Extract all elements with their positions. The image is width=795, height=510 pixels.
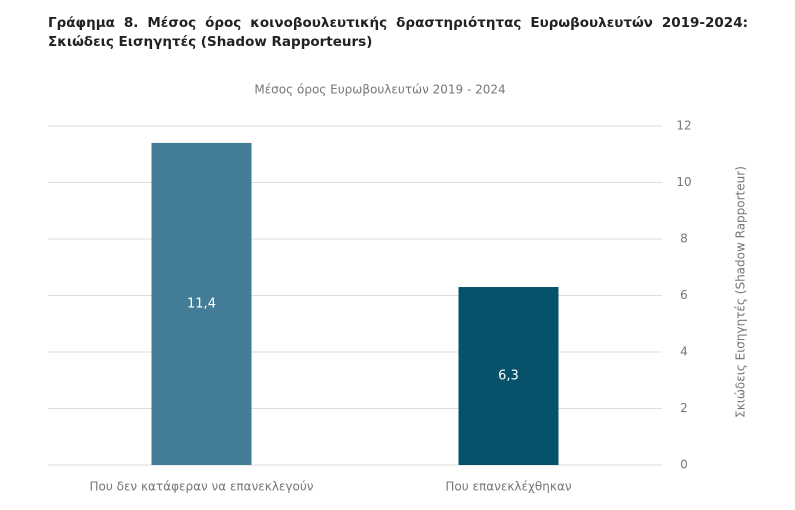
- y-tick-label: 6: [680, 288, 688, 302]
- bar: [151, 142, 252, 465]
- y-tick-label: 0: [680, 458, 688, 472]
- y-tick-label: 4: [680, 345, 688, 359]
- y-axis-label: Σκιώδεις Εισηγητές (Shadow Rapporteur): [734, 166, 748, 418]
- value-label: 6,3: [498, 369, 519, 384]
- bar: [458, 287, 559, 465]
- y-tick-label: 8: [680, 232, 688, 246]
- y-tick-label: 10: [676, 175, 691, 189]
- chart-title: Γράφημα 8. Μέσος όρος κοινοβουλευτικής δ…: [48, 15, 748, 50]
- x-tick-label: Που επανεκλέχθηκαν: [445, 480, 571, 494]
- x-tick-label: Που δεν κατάφεραν να επανεκλεγούν: [89, 480, 313, 494]
- y-tick-label: 2: [680, 401, 688, 415]
- chart-subtitle: Μέσος όρος Ευρωβουλευτών 2019 - 2024: [254, 83, 505, 97]
- y-tick-label: 12: [676, 119, 691, 133]
- value-label: 11,4: [187, 296, 216, 311]
